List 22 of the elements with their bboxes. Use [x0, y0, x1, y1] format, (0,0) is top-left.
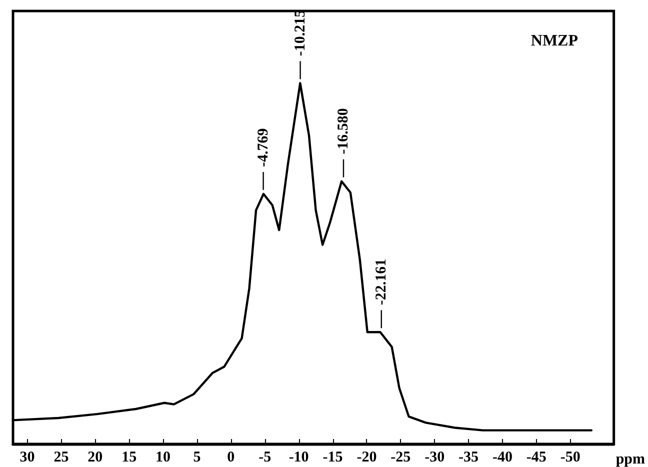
- annotation: -16.580: [335, 108, 352, 154]
- x-tick-label: -40: [492, 450, 512, 466]
- x-tick-label: 0: [227, 450, 235, 466]
- x-tick-label: 30: [20, 450, 35, 466]
- x-tick-label: -45: [526, 450, 546, 466]
- x-tick-label: -35: [458, 450, 479, 466]
- x-tick-label: -15: [322, 450, 343, 466]
- x-tick-label: 20: [88, 450, 103, 466]
- x-tick-label: -10: [288, 450, 309, 466]
- x-tick-label: -30: [424, 450, 445, 466]
- x-tick-label: -25: [390, 450, 411, 466]
- x-tick-label: 15: [122, 450, 137, 466]
- x-tick-label: -5: [258, 450, 272, 466]
- x-tick-label: -50: [560, 450, 580, 466]
- annotation: -4.769: [255, 128, 272, 167]
- chart-title: NMZP: [530, 32, 578, 50]
- x-tick-label: -20: [356, 450, 377, 466]
- x-tick-label: 5: [193, 450, 201, 466]
- x-axis-title: ppm: [616, 452, 646, 467]
- annotation: -22.161: [373, 258, 390, 306]
- x-tick-label: 25: [54, 450, 69, 466]
- x-tick-label: 10: [156, 450, 171, 466]
